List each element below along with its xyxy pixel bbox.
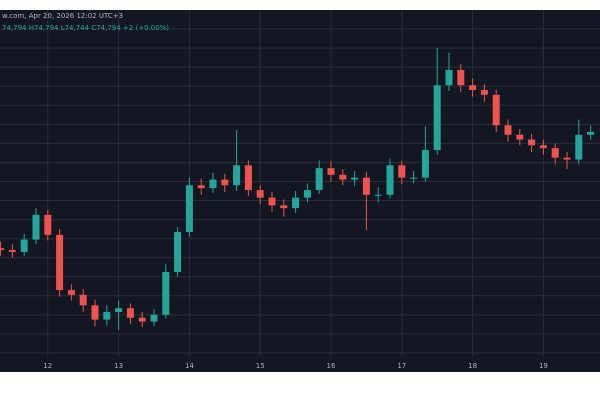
candle-body [315, 168, 323, 191]
chart-panel [0, 10, 600, 372]
candle-body [303, 190, 311, 198]
candle-body [398, 165, 406, 178]
candle-body [268, 197, 276, 206]
candle-body [115, 308, 123, 312]
candle-body [504, 125, 512, 135]
candle-body [362, 177, 370, 195]
candle-body [150, 314, 158, 322]
candle-body [8, 250, 16, 252]
candle-body [539, 145, 547, 149]
candle-body [516, 134, 524, 140]
candle-body [91, 305, 99, 320]
candle-body [292, 197, 300, 209]
x-tick-label: 16 [327, 362, 336, 370]
candle-body [103, 311, 111, 320]
ohlc-legend: 74,794 H74,794 L74,744 C74,794 +2 (+0.00… [2, 24, 169, 32]
candle-body [67, 290, 75, 295]
candle-body [174, 231, 182, 272]
candle-body [433, 85, 441, 151]
candle-body [421, 150, 429, 178]
candle-body [56, 234, 64, 291]
candle-body [256, 190, 264, 198]
candle-body [457, 70, 465, 86]
candle-body [480, 90, 488, 95]
candle-body [138, 317, 146, 322]
candle-body [445, 70, 453, 86]
candle-body [221, 179, 229, 186]
candle-body [386, 165, 394, 195]
candle-body [244, 165, 252, 191]
candle-body [410, 177, 418, 179]
candle-body [587, 131, 595, 135]
candle-body [32, 214, 40, 240]
candle-body [575, 134, 583, 160]
candle-body [492, 94, 500, 126]
x-tick-label: 18 [468, 362, 477, 370]
candle-body [351, 177, 359, 180]
x-tick-label: 19 [539, 362, 548, 370]
candle-body [280, 205, 288, 209]
candle-body [374, 194, 382, 196]
candle-body [0, 248, 5, 251]
candle-body [551, 148, 559, 158]
candle-body [327, 168, 335, 175]
candle-body [339, 174, 347, 180]
candle-body [20, 239, 28, 252]
candle-body [563, 157, 571, 160]
candle-body [469, 85, 477, 91]
candle-body [185, 185, 193, 232]
candle-body [44, 214, 52, 235]
x-tick-label: 15 [256, 362, 265, 370]
x-tick-label: 13 [114, 362, 123, 370]
candle-body [197, 185, 205, 189]
x-tick-label: 12 [43, 362, 52, 370]
x-tick-label: 14 [185, 362, 194, 370]
candle-body [79, 294, 87, 306]
x-tick-label: 17 [397, 362, 406, 370]
candle-body [209, 179, 217, 189]
candle-body [528, 139, 536, 146]
chart-title: w.com, Apr 20, 2026 12:02 UTC+3 [2, 12, 123, 20]
candle-body [233, 165, 241, 186]
candle-body [162, 271, 170, 315]
candle-body [126, 308, 134, 318]
